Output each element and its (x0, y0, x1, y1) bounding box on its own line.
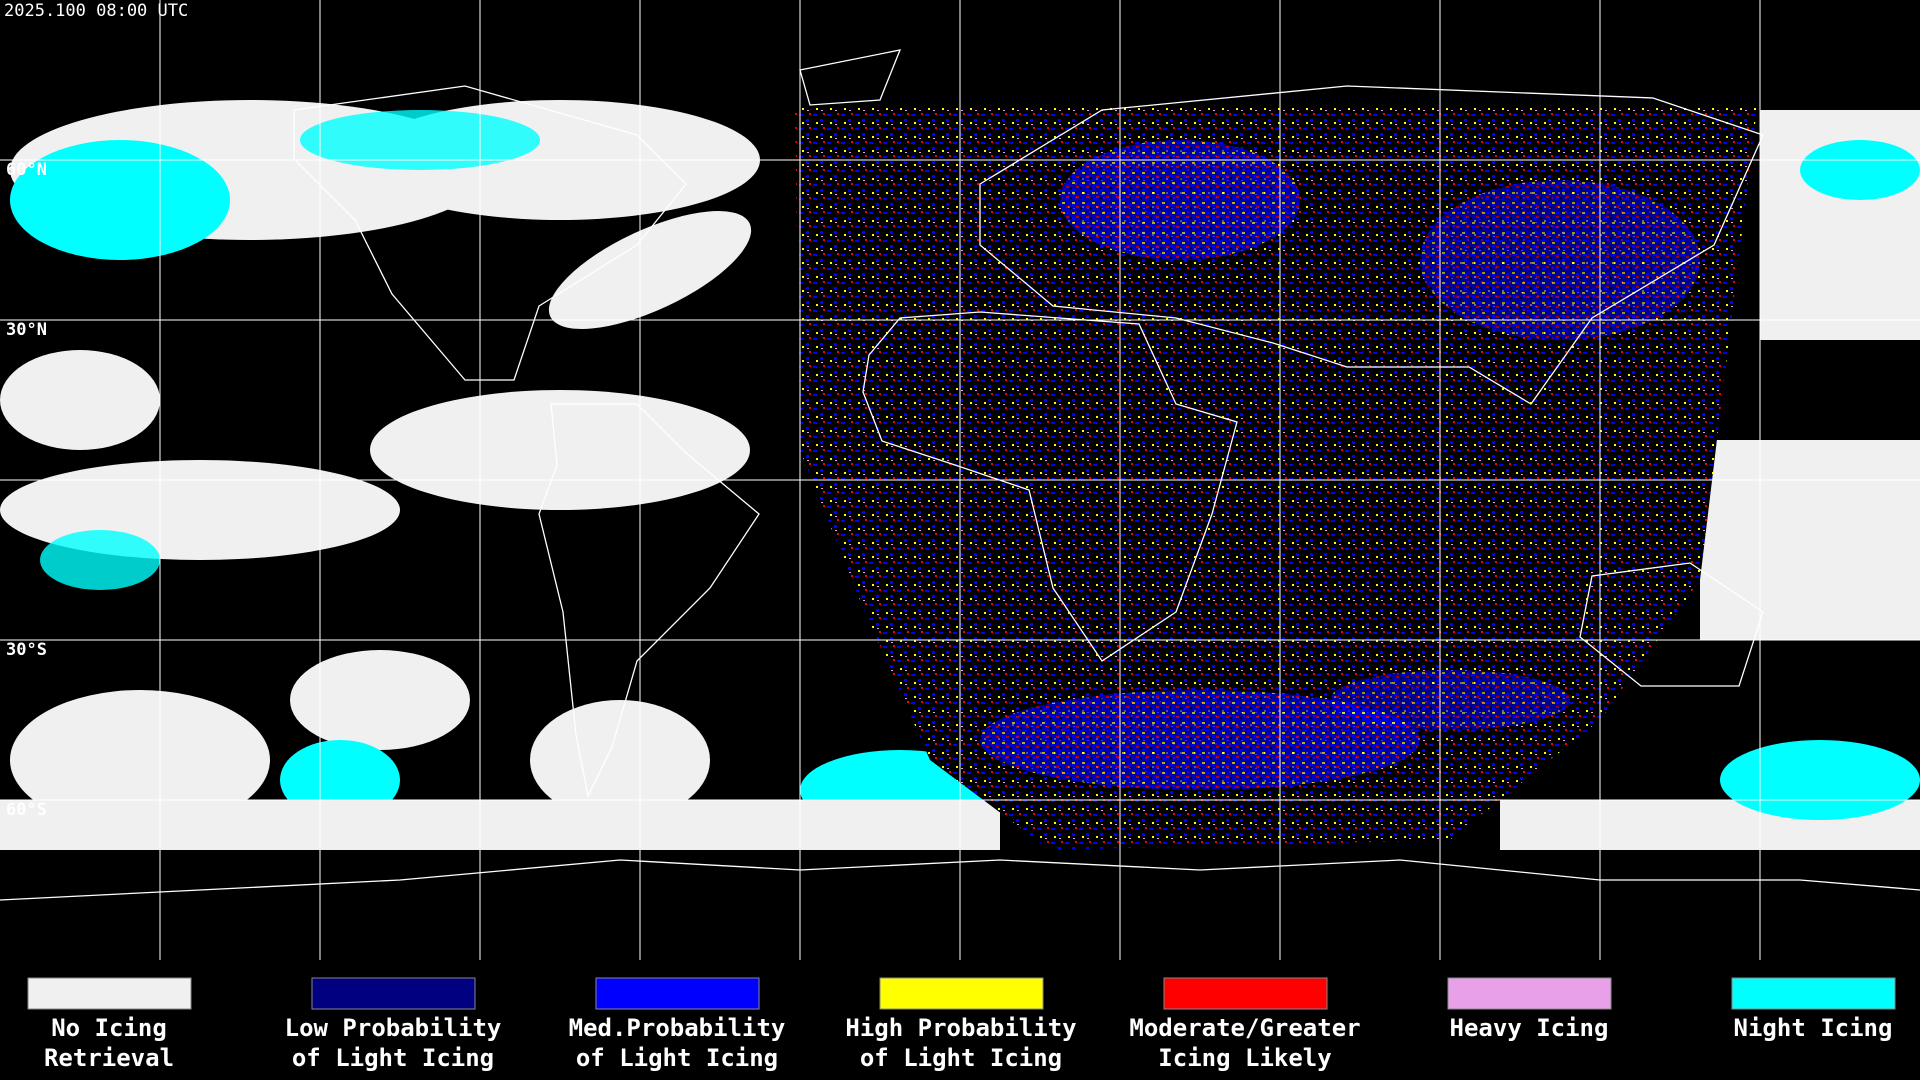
legend-swatch (1731, 977, 1896, 1010)
legend-label: Moderate/Greater (1129, 1014, 1360, 1042)
latitude-label: 60°S (6, 800, 47, 820)
legend-label: No Icing (51, 1014, 167, 1042)
graticule (0, 0, 1920, 960)
legend-label: Night Icing (1734, 1014, 1893, 1042)
legend-swatch (1163, 977, 1328, 1010)
legend-label: of Light Icing (860, 1044, 1062, 1072)
legend-label: of Light Icing (576, 1044, 778, 1072)
legend-swatch (311, 977, 476, 1010)
legend-label: High Probability (845, 1014, 1076, 1042)
legend-label: of Light Icing (292, 1044, 494, 1072)
latitude-labels: 60°N 30°N 30°S 60°S (6, 160, 47, 820)
legend-label: Icing Likely (1158, 1044, 1331, 1072)
latitude-label: 30°S (6, 640, 47, 660)
latitude-label: 60°N (6, 160, 47, 180)
legend-label: Low Probability (285, 1014, 502, 1042)
legend-label: Med.Probability (569, 1014, 786, 1042)
legend-swatch (595, 977, 760, 1010)
legend-swatch (1447, 977, 1612, 1010)
legend-swatch (27, 977, 192, 1010)
legend-label: Retrieval (44, 1044, 174, 1072)
latitude-label: 30°N (6, 320, 47, 340)
coastlines (0, 49, 1920, 901)
legend-label: Heavy Icing (1450, 1014, 1609, 1042)
legend-swatch (879, 977, 1044, 1010)
timestamp: 2025.100 08:00 UTC (4, 1, 188, 21)
